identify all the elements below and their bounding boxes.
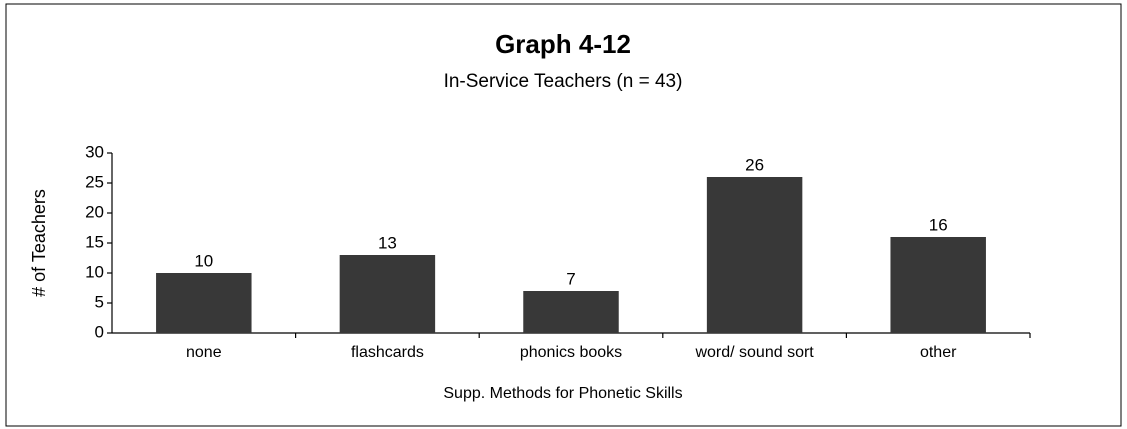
bar (890, 237, 986, 333)
data-label: 16 (929, 215, 948, 234)
chart-subtitle: In-Service Teachers (n = 43) (444, 71, 683, 92)
y-axis-title: # of Teachers (29, 189, 49, 297)
x-tick-label: flashcards (351, 344, 424, 361)
y-tick-label: 10 (85, 262, 104, 281)
y-tick-label: 5 (95, 292, 104, 311)
bar (706, 177, 803, 333)
bar (156, 273, 252, 333)
chart-title: Graph 4-12 (495, 29, 631, 59)
x-tick-label: other (920, 344, 957, 361)
x-tick-label: none (186, 344, 222, 361)
data-label: 7 (566, 269, 575, 288)
y-tick-label: 15 (85, 232, 104, 251)
bar (339, 255, 436, 333)
y-tick-label: 20 (85, 202, 104, 221)
frame (5, 3, 1122, 427)
x-tick-label: phonics books (520, 344, 622, 361)
data-label: 10 (194, 251, 213, 270)
y-tick-label: 25 (85, 172, 104, 191)
y-tick-label: 30 (85, 142, 104, 161)
bar (523, 291, 619, 333)
data-label: 26 (745, 155, 764, 174)
x-axis-title: Supp. Methods for Phonetic Skills (443, 385, 682, 402)
x-tick-label: word/ sound sort (694, 344, 814, 361)
data-label: 13 (378, 233, 397, 252)
y-tick-label: 0 (95, 322, 104, 341)
